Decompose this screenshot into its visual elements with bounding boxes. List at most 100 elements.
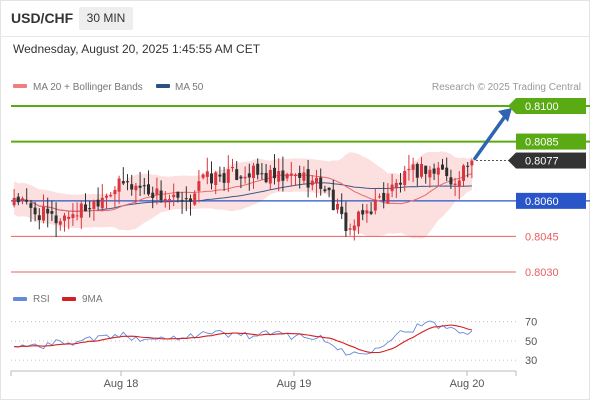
candle-body xyxy=(92,200,96,209)
instrument-name: USD/CHF xyxy=(11,10,74,26)
candle-body xyxy=(46,208,50,214)
price-level-label: 0.8030 xyxy=(525,267,559,279)
candle-body xyxy=(256,163,260,175)
rsi-tick-label: 50 xyxy=(525,336,537,348)
candle-body xyxy=(88,208,92,210)
ma50-legend-label: MA 50 xyxy=(175,82,204,93)
chart-header: USD/CHF 30 MIN xyxy=(0,0,590,37)
candle-body xyxy=(168,199,171,201)
candle-body xyxy=(386,193,390,204)
candle-body xyxy=(268,169,272,184)
x-tick-label: Aug 18 xyxy=(104,378,139,390)
candle-body xyxy=(54,215,58,224)
price-label-box-resistance xyxy=(516,98,586,114)
candle-body xyxy=(432,168,436,174)
candle-body xyxy=(399,182,402,185)
candle-body xyxy=(210,173,213,184)
candle-body xyxy=(184,198,188,200)
candle-body xyxy=(466,165,470,167)
candle-body xyxy=(302,172,306,181)
price-label-pointer xyxy=(508,98,516,114)
candle-body xyxy=(462,165,465,181)
candle-body xyxy=(352,225,356,231)
price-level-label: 0.8045 xyxy=(525,231,559,243)
candle-body xyxy=(163,198,167,203)
candle-body xyxy=(142,185,146,187)
candle-body xyxy=(445,167,449,177)
candle-body xyxy=(357,211,360,227)
candle-body xyxy=(424,165,428,174)
candle-body xyxy=(323,189,327,192)
candle-body xyxy=(235,169,239,180)
candle-body xyxy=(331,189,335,211)
x-tick-label: Aug 20 xyxy=(450,378,485,390)
candle-body xyxy=(273,167,276,179)
candle-body xyxy=(327,187,331,191)
candle-body xyxy=(42,206,45,221)
candle-body xyxy=(369,211,373,214)
candle-body xyxy=(231,167,234,169)
candle-body xyxy=(310,180,314,186)
candle-body xyxy=(121,181,125,184)
candle-body xyxy=(411,164,415,170)
moving-average-layer xyxy=(13,173,473,212)
candle-body xyxy=(176,191,180,198)
price-level-label: 0.8060 xyxy=(525,196,559,208)
candle-body xyxy=(294,175,297,177)
rsi-legend-swatch xyxy=(13,297,27,301)
candle-body xyxy=(226,169,230,183)
price-level-label: 0.8100 xyxy=(525,101,559,113)
candle-body xyxy=(214,172,218,186)
candle-body xyxy=(12,198,16,206)
timeframe-button[interactable]: 30 MIN xyxy=(79,7,133,30)
forecast-arrow-head xyxy=(498,108,512,122)
ma20-line xyxy=(13,173,473,212)
candle-body xyxy=(201,174,205,178)
candle-body xyxy=(277,171,281,182)
x-axis: Aug 18 Aug 19 Aug 20 xyxy=(10,371,517,390)
watermark: Research © 2025 Trading Central xyxy=(432,82,581,93)
candle-body xyxy=(382,192,386,201)
candle-body xyxy=(75,215,79,217)
candle-body xyxy=(151,192,155,198)
candle-body xyxy=(285,173,289,179)
candle-body xyxy=(205,171,209,177)
candle-body xyxy=(172,194,176,198)
candle-body xyxy=(100,197,104,209)
candle-body xyxy=(138,185,142,188)
candle-body xyxy=(470,160,474,166)
candle-body xyxy=(378,196,381,198)
candle-body xyxy=(390,184,394,192)
candle-body xyxy=(415,163,419,178)
candle-body xyxy=(340,206,344,215)
rsi-legend-label: RSI xyxy=(33,294,50,305)
candle-body xyxy=(281,170,285,181)
candle-body xyxy=(193,193,197,205)
candlestick-layer xyxy=(12,108,512,241)
candle-body xyxy=(428,169,432,178)
candle-body xyxy=(63,215,66,221)
price-level-layer xyxy=(11,105,590,273)
candle-body xyxy=(239,176,243,179)
candle-body xyxy=(58,221,62,225)
candle-body xyxy=(67,216,71,219)
candle-body xyxy=(394,182,398,188)
candle-body xyxy=(109,195,113,197)
price-label-box-resistance xyxy=(516,133,586,150)
candle-body xyxy=(336,203,339,210)
rsi-line-layer xyxy=(14,320,473,356)
candle-body xyxy=(113,189,117,195)
candle-body xyxy=(71,214,75,219)
candle-body xyxy=(407,169,411,171)
ma50-legend-swatch xyxy=(156,84,170,88)
candle-body xyxy=(403,171,407,186)
candle-body xyxy=(457,180,461,187)
candle-body xyxy=(365,210,369,214)
candle-body xyxy=(159,190,163,201)
candle-body xyxy=(16,196,20,203)
x-tick-label: Aug 19 xyxy=(277,378,312,390)
candle-body xyxy=(373,199,377,211)
rsi-ma-line xyxy=(14,324,473,354)
rsi-tick-label: 30 xyxy=(525,355,537,367)
